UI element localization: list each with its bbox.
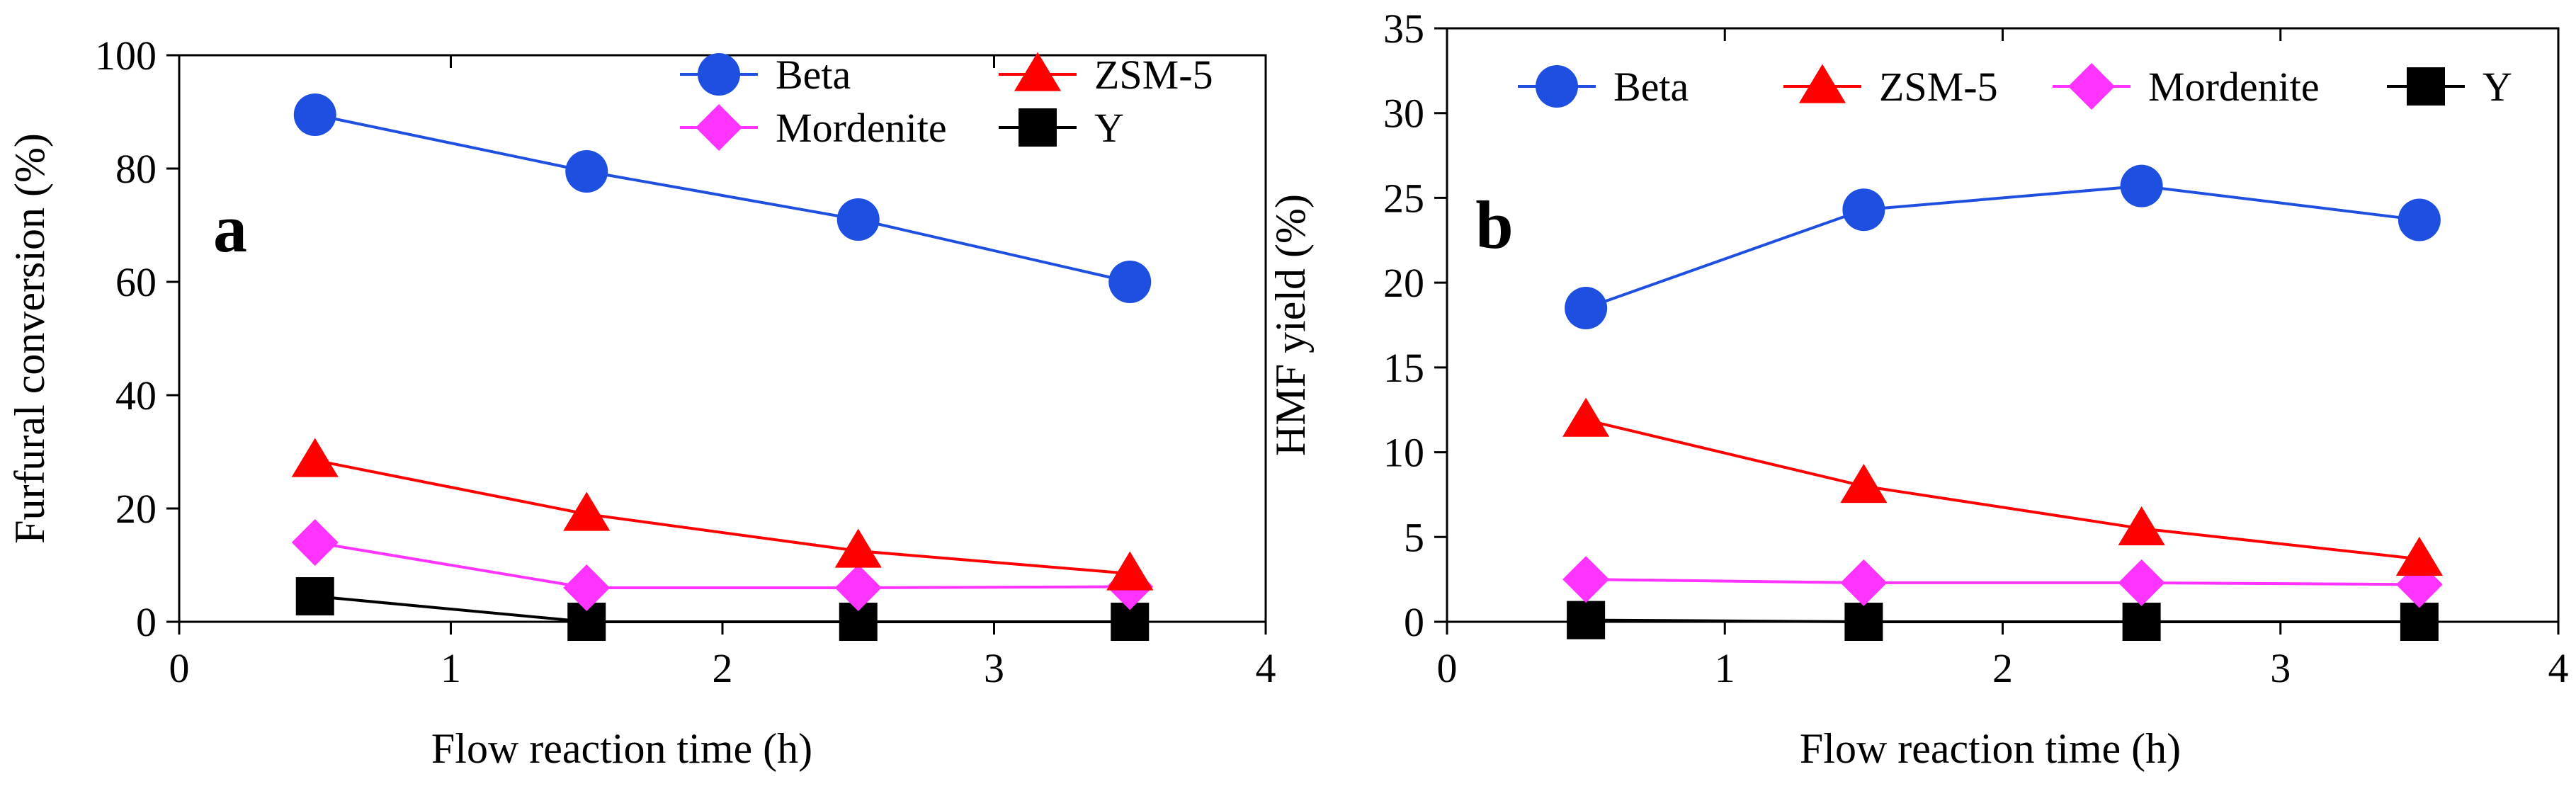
legend-label: ZSM-5 (1879, 64, 1998, 110)
legend-marker-triangle (1014, 52, 1062, 91)
y-tick-label: 0 (1404, 599, 1424, 645)
y-tick-label: 10 (1383, 430, 1424, 476)
legend-marker-square (1019, 108, 1057, 147)
x-tick-label: 2 (713, 645, 733, 691)
y-tick-label: 15 (1383, 345, 1424, 391)
y-axis-title: Furfural conversion (%) (6, 133, 53, 544)
panel-label: a (213, 191, 247, 266)
x-tick-label: 2 (1992, 645, 2013, 691)
legend-label: Mordenite (776, 105, 947, 151)
data-point-beta-circle (2398, 198, 2441, 241)
series-line-Y (314, 595, 1130, 623)
series-line-Beta (314, 113, 1130, 283)
data-point-mordenite-diamond (1562, 556, 1610, 603)
y-tick-label: 40 (115, 373, 157, 419)
data-point-zsm-5-triangle (2395, 536, 2443, 576)
legend-label: Y (1094, 105, 1124, 151)
data-point-y-square (1567, 601, 1606, 639)
data-point-zsm-5-triangle (1562, 397, 1610, 437)
x-tick-label: 1 (441, 645, 461, 691)
legend-marker-diamond (2068, 63, 2115, 110)
data-point-mordenite-diamond (563, 564, 611, 611)
legend-marker-triangle (1798, 64, 1846, 103)
data-point-zsm-5-triangle (834, 528, 882, 568)
series-line-Mordenite (1586, 578, 2419, 586)
data-point-beta-circle (836, 198, 880, 241)
data-point-mordenite-diamond (1840, 559, 1888, 606)
x-tick-label: 3 (2270, 645, 2291, 691)
legend-marker-diamond (696, 104, 742, 151)
legend-marker-square (2407, 67, 2445, 106)
y-tick-label: 80 (115, 146, 157, 192)
y-tick-label: 30 (1383, 91, 1424, 137)
data-point-zsm-5-triangle (1840, 463, 1888, 504)
legend-label: Beta (1613, 64, 1689, 110)
x-tick-label: 3 (984, 645, 1004, 691)
x-tick-label: 4 (1256, 645, 1276, 691)
y-tick-label: 35 (1383, 6, 1424, 52)
x-tick-label: 1 (1715, 645, 1735, 691)
legend-label: Y (2483, 64, 2512, 110)
series-line-Mordenite (314, 541, 1130, 589)
panel-label: b (1475, 187, 1513, 263)
y-tick-label: 0 (136, 599, 157, 645)
data-point-beta-circle (565, 150, 608, 193)
chart-b: 0 1 2 3 4 0 5 10 15 20 25 30 35 Flow reaction time (h… (1267, 6, 2569, 772)
x-tick-label: 4 (2548, 645, 2569, 691)
data-point-zsm-5-triangle (563, 491, 611, 531)
x-tick-label: 0 (1437, 645, 1458, 691)
y-tick-label: 5 (1404, 514, 1424, 560)
data-point-zsm-5-triangle (291, 438, 339, 477)
y-tick-label: 20 (115, 486, 157, 532)
legend-marker-circle (1536, 65, 1578, 108)
data-point-beta-circle (1108, 261, 1152, 303)
y-tick-label: 60 (115, 259, 157, 305)
y-tick-label: 25 (1383, 175, 1424, 221)
y-tick-label: 20 (1383, 260, 1424, 306)
data-point-mordenite-diamond (291, 519, 339, 566)
y-tick-label: 100 (95, 33, 157, 79)
x-axis-title: Flow reaction time (h) (431, 725, 812, 772)
data-point-beta-circle (293, 93, 336, 136)
legend-label: Mordenite (2148, 64, 2320, 110)
y-axis-title: HMF yield (%) (1267, 194, 1314, 456)
series-line-ZSM-5 (1585, 419, 2420, 561)
data-point-y-square (1844, 603, 1883, 641)
data-point-beta-circle (2120, 164, 2163, 207)
data-point-zsm-5-triangle (1106, 551, 1154, 591)
plot-frame (1446, 27, 2560, 623)
data-point-mordenite-diamond (2118, 559, 2165, 606)
data-point-y-square (2400, 603, 2439, 641)
series-line-Beta (1585, 184, 2420, 309)
legend-label: ZSM-5 (1094, 52, 1213, 98)
data-point-mordenite-diamond (834, 564, 882, 611)
series-line-Y (1586, 618, 2419, 623)
series-line-ZSM-5 (314, 459, 1130, 575)
data-point-zsm-5-triangle (2118, 506, 2165, 545)
x-tick-label: 0 (169, 645, 190, 691)
legend-label: Beta (776, 52, 851, 98)
data-point-y-square (295, 577, 334, 615)
x-axis-title: Flow reaction time (h) (1800, 725, 2181, 772)
legend-marker-circle (698, 53, 740, 96)
data-point-beta-circle (1565, 287, 1608, 330)
data-point-y-square (2122, 603, 2161, 641)
data-point-beta-circle (1842, 188, 1885, 232)
